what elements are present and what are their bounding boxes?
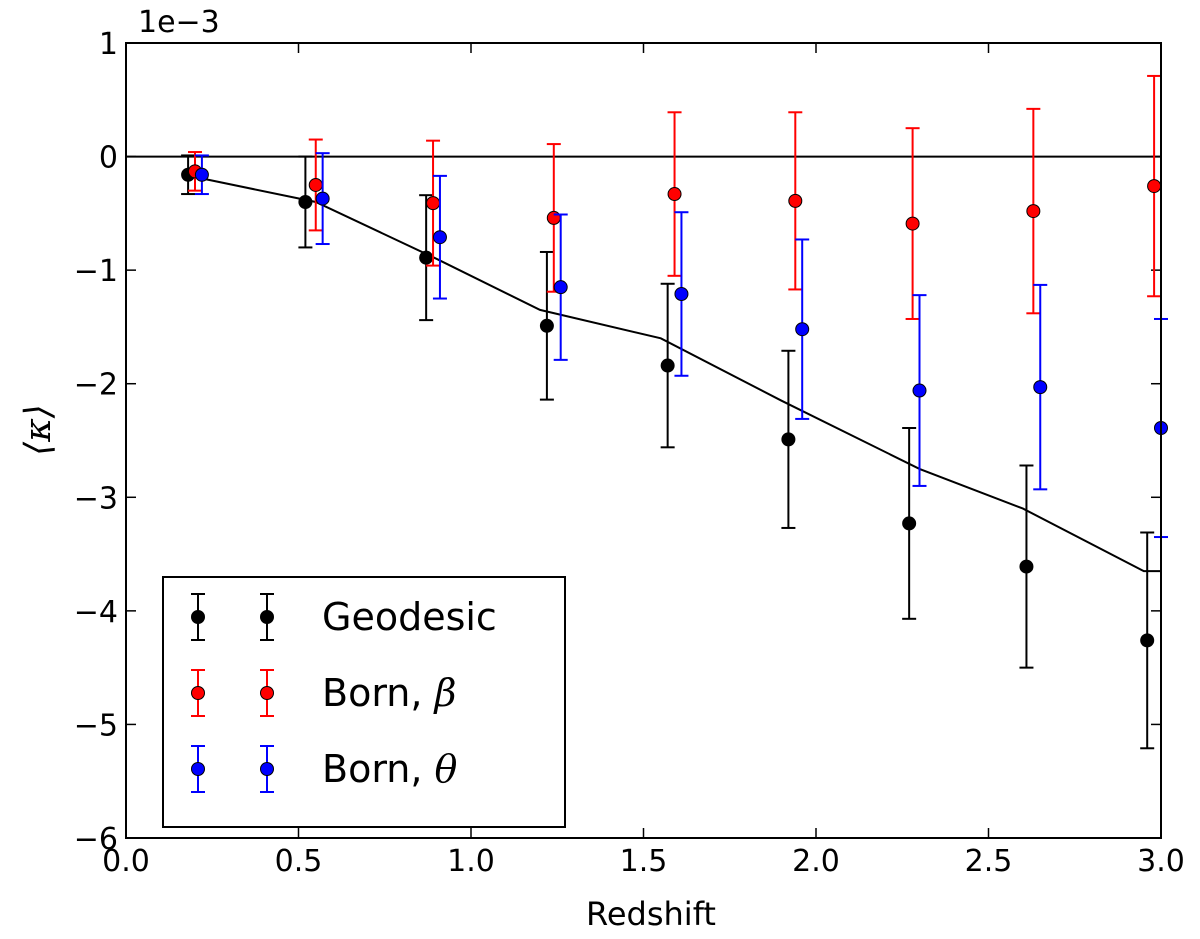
legend: Geodesic Born, β Born, θ xyxy=(162,576,566,828)
geodesic-legend-marker xyxy=(191,610,205,624)
born-beta-point xyxy=(905,216,920,231)
y-tick-label: 1 xyxy=(99,27,118,62)
born-beta-point xyxy=(308,177,323,192)
y-tick-label: −1 xyxy=(74,254,118,289)
legend-label-geodesic: Geodesic xyxy=(322,595,497,639)
y-tick-label: −5 xyxy=(74,708,118,743)
born-theta-point xyxy=(912,383,927,398)
svg-text:⟨κ⟩: ⟨κ⟩ xyxy=(18,404,59,456)
y-axis-scale-label: 1e−3 xyxy=(138,5,220,40)
x-tick-label: 2.5 xyxy=(965,844,1013,879)
born-theta-legend-marker xyxy=(260,762,274,776)
x-tick-label: 2.0 xyxy=(792,844,840,879)
born-theta-point xyxy=(432,230,447,245)
legend-markers xyxy=(191,593,274,793)
x-tick-label: 1.0 xyxy=(447,844,495,879)
geodesic-point xyxy=(1019,559,1034,574)
y-tick-label: 0 xyxy=(99,141,118,176)
born-beta-legend-marker xyxy=(260,686,274,700)
geodesic-point xyxy=(902,516,917,531)
y-tick-label: −2 xyxy=(74,368,118,403)
x-axis-label: Redshift xyxy=(586,895,716,933)
geodesic-point xyxy=(660,358,675,373)
data-layer xyxy=(125,42,1168,839)
born-theta-point xyxy=(553,280,568,295)
born-beta-point xyxy=(1026,204,1041,219)
y-tick-label: −4 xyxy=(74,595,118,630)
y-axis-label-symbol: κ xyxy=(18,418,59,443)
legend-label-born-beta: Born, β xyxy=(322,671,456,715)
x-tick-label: 3.0 xyxy=(1137,844,1185,879)
plot-frame xyxy=(125,42,1162,839)
born-theta-point xyxy=(315,191,330,206)
born-theta-point xyxy=(674,286,689,301)
born-beta-legend-marker xyxy=(191,686,205,700)
y-axis-label-close: ⟩ xyxy=(18,404,59,419)
geodesic-legend-marker xyxy=(260,610,274,624)
legend-frame xyxy=(162,576,566,828)
model-prediction-line xyxy=(194,176,1161,573)
born-beta-point xyxy=(546,210,561,225)
legend-label-born-theta: Born, θ xyxy=(322,747,458,791)
x-tick-label: 0.5 xyxy=(275,844,323,879)
born-beta-point xyxy=(1147,179,1162,194)
y-axis-label-open: ⟨ xyxy=(18,441,59,456)
x-tick-label: 0.0 xyxy=(102,844,150,879)
geodesic-point xyxy=(1140,633,1155,648)
geodesic-point xyxy=(781,432,796,447)
born-theta-point xyxy=(194,167,209,182)
geodesic-point xyxy=(298,195,313,209)
y-tick-label: −6 xyxy=(74,822,118,857)
born-theta-legend-marker xyxy=(191,762,205,776)
y-tick-label: −3 xyxy=(74,481,118,516)
geodesic-point xyxy=(419,250,434,265)
x-tick-label: 1.5 xyxy=(620,844,668,879)
born-beta-point xyxy=(426,196,441,211)
geodesic-point xyxy=(539,318,554,333)
axes-layer: 0.0 0.5 1.0 1.5 2.0 2.5 3.0 −6 −5 −4 −3 −2 −1 0 1 xyxy=(74,27,1185,879)
y-axis-label: ⟨κ⟩ xyxy=(18,404,59,456)
born-theta-point xyxy=(1033,380,1048,395)
born-beta-point xyxy=(667,187,682,202)
born-theta-point xyxy=(795,322,810,337)
born-beta-point xyxy=(788,193,803,208)
